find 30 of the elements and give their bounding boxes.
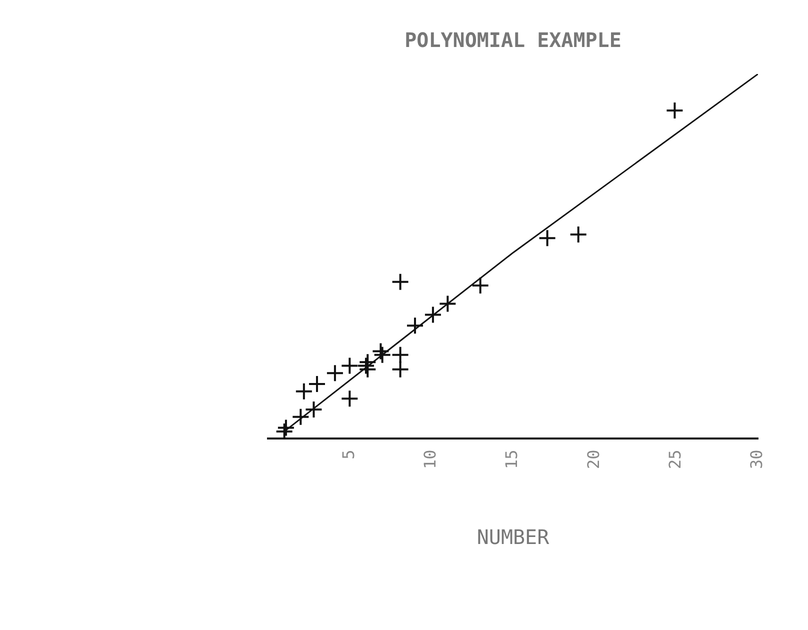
point xyxy=(666,101,684,120)
point xyxy=(391,272,410,291)
point xyxy=(471,276,490,295)
x-tick-label: 25 xyxy=(665,450,684,469)
x-tick-label: 20 xyxy=(584,450,603,469)
point xyxy=(275,422,294,439)
x-tick-label: 5 xyxy=(338,450,358,460)
point xyxy=(373,346,392,364)
point xyxy=(569,225,588,244)
x-tick-label: 15 xyxy=(502,450,522,469)
point xyxy=(391,346,410,364)
x-tick-label: 30 xyxy=(747,450,766,469)
point xyxy=(326,364,344,382)
point xyxy=(340,356,359,375)
point xyxy=(406,316,424,335)
point xyxy=(340,390,359,408)
point xyxy=(391,360,410,378)
point xyxy=(357,356,375,375)
x-tick-label: 10 xyxy=(420,450,440,469)
x-axis-title: NUMBER xyxy=(476,525,550,550)
point xyxy=(294,382,313,400)
point xyxy=(372,342,390,360)
point xyxy=(538,229,556,248)
chart-title: POLYNOMIAL EXAMPLE xyxy=(404,28,622,52)
point xyxy=(292,408,310,426)
point xyxy=(304,400,323,419)
point xyxy=(424,306,442,324)
point xyxy=(438,294,457,313)
point xyxy=(308,375,326,394)
point xyxy=(276,418,295,437)
